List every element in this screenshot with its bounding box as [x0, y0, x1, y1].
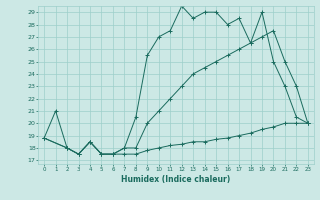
X-axis label: Humidex (Indice chaleur): Humidex (Indice chaleur) [121, 175, 231, 184]
